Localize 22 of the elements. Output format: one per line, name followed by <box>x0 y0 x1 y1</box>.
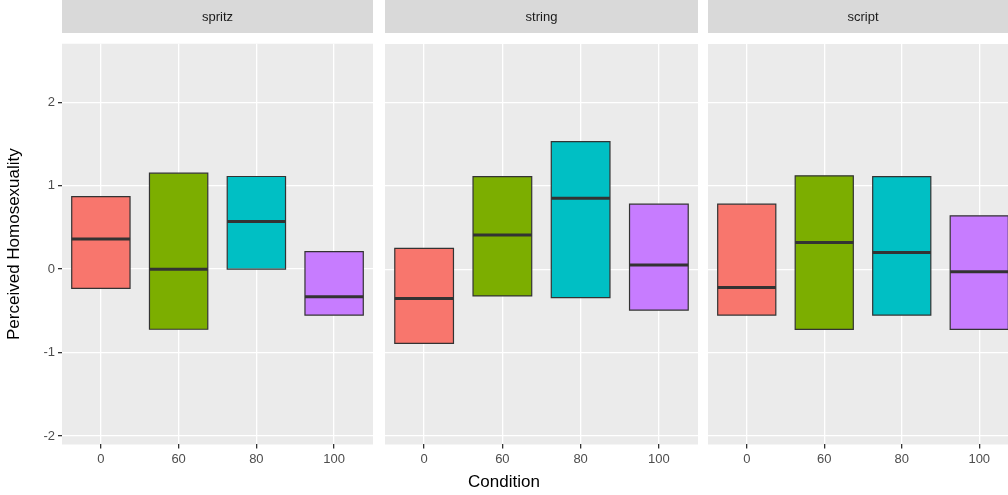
chart-title: spritz <box>62 0 373 33</box>
x-tick-label: 100 <box>968 450 991 466</box>
y-axis-title: Perceived Homosexuality <box>3 147 23 341</box>
x-tick-label: 60 <box>817 450 832 466</box>
chart-title: string <box>385 0 698 33</box>
x-tick-label: 0 <box>97 450 105 466</box>
x-tick-label: 80 <box>573 450 588 466</box>
x-tick-label: 60 <box>495 450 510 466</box>
x-axis-title: Condition <box>467 472 541 492</box>
y-tick-label: -2 <box>43 427 55 443</box>
x-tick-label: 100 <box>323 450 345 466</box>
x-tick-label: 80 <box>894 450 909 466</box>
y-tick-label: 2 <box>47 93 55 109</box>
y-tick-label: 0 <box>47 260 55 276</box>
x-tick-label: 80 <box>249 450 264 466</box>
y-tick-label: 1 <box>47 177 55 193</box>
x-tick-label: 0 <box>743 450 751 466</box>
x-tick-label: 60 <box>171 450 186 466</box>
y-tick-label: -1 <box>43 344 55 360</box>
chart-title: script <box>708 0 1008 33</box>
x-tick-label: 0 <box>420 450 428 466</box>
x-tick-label: 100 <box>648 450 670 466</box>
